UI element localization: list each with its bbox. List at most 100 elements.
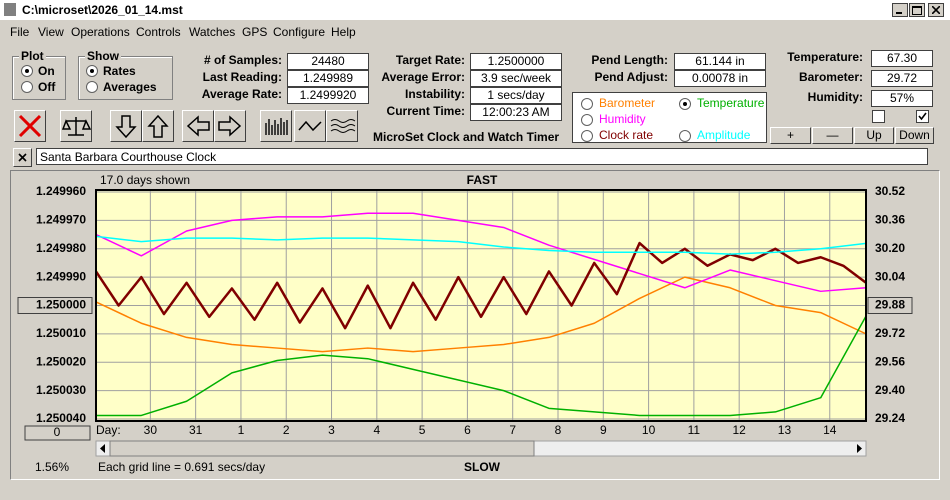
field-value: 12:00:23 AM [470,104,562,121]
field-label: Barometer: [798,70,863,84]
radio-button[interactable] [21,81,33,93]
field-value: 61.144 in [674,53,766,70]
scroll-right-arrow[interactable] [857,444,862,453]
field-value: 67.30 [871,50,933,67]
field-label: Instability: [404,87,465,101]
x-tick-label: 14 [823,423,837,437]
plot-border [95,189,867,422]
close-glyph [932,6,940,14]
legend-radio[interactable] [679,130,691,142]
legend-radio[interactable] [679,98,691,110]
right-button[interactable] [214,110,246,142]
legend-label[interactable]: Amplitude [697,128,751,142]
radio-button[interactable] [21,65,33,77]
x-tick-label: 5 [419,423,426,437]
button[interactable]: Down [895,127,934,144]
wave-button[interactable] [326,110,358,142]
legend-radio[interactable] [581,114,593,126]
y-tick-label: 1.250040 [36,411,86,425]
menu-item[interactable]: Configure [273,25,326,39]
radio-label[interactable]: Averages [103,80,157,94]
title-bar: C:\microset\2026_01_14.mst [0,0,950,20]
bars-button[interactable] [260,110,292,142]
series-line [95,276,867,353]
plot-group: Plot [12,49,66,100]
field-value: 24480 [287,53,369,70]
icon [18,114,42,138]
button[interactable]: — [812,127,853,144]
down-button[interactable] [110,110,142,142]
menu-item[interactable]: File [10,25,30,39]
app-icon [4,3,16,16]
close-button[interactable] [928,3,944,17]
minimize-button[interactable] [892,3,908,17]
checkbox[interactable] [916,110,929,123]
menu-bar: File View Operations Controls Watches GPS Conf… [0,20,950,42]
left-button[interactable] [182,110,214,142]
tick-button[interactable] [17,297,93,314]
menu-item[interactable]: Help [331,25,356,39]
x-tick-label: 3 [328,423,335,437]
y-tick-label: 1.249970 [36,213,86,227]
field-value: 3.9 sec/week [470,70,562,87]
y2-tick-label: 29.24 [875,411,905,425]
icon [18,153,27,162]
radio-label[interactable]: On [38,64,55,78]
legend-label[interactable]: Humidity [599,112,646,126]
app-label: MicroSet Clock and Watch Timer [373,130,560,144]
y-tick-label: 1.250030 [36,383,86,397]
legend-radio[interactable] [581,130,593,142]
y2-tick-label: 29.40 [875,383,905,397]
field-label: Target Rate: [395,53,465,67]
tick-button[interactable] [867,297,913,314]
balance-button[interactable] [60,110,92,142]
field-label: Average Rate: [201,87,282,101]
menu-item[interactable]: Operations [71,25,130,39]
clear-button[interactable] [14,110,46,142]
icon [265,118,288,135]
clock-name-field[interactable]: Santa Barbara Courthouse Clock [36,148,928,165]
menu-item[interactable]: GPS [242,25,268,39]
field-value: 1.249989 [287,70,369,87]
group-title: Plot [19,49,46,63]
menu-item[interactable]: Controls [136,25,181,39]
x-tick-label: 8 [555,423,562,437]
menu-item[interactable]: Watches [189,25,236,39]
button[interactable]: + [770,127,811,144]
x-tick-label: 2 [283,423,290,437]
legend-label[interactable]: Barometer [599,96,656,110]
y2-tick-label: 29.72 [875,326,905,340]
scroll-left-arrow[interactable] [100,444,105,453]
y-tick-label: 1.249990 [36,269,86,283]
field-label: Current Time: [386,104,465,118]
maximize-button[interactable] [909,3,925,17]
x-tick-label: 7 [509,423,516,437]
legend-radio[interactable] [581,98,593,110]
icon [218,115,242,137]
line-button[interactable] [294,110,326,142]
show-group: Show [78,49,173,100]
close-clock-button[interactable] [13,148,32,167]
grid-note: Each grid line = 0.691 secs/day [98,460,265,474]
zero-button[interactable] [24,425,91,441]
legend-label[interactable]: Temperature [697,96,765,110]
icon [115,115,137,139]
button[interactable]: Up [854,127,894,144]
percent-label: 1.56% [35,460,69,474]
up-button[interactable] [142,110,174,142]
radio-button[interactable] [86,65,98,77]
field-label: Pend Length: [591,53,668,67]
x-tick-label: 31 [189,423,203,437]
y-tick-label: 1.250000 [36,298,86,312]
checkbox[interactable] [872,110,885,123]
radio-label[interactable]: Off [38,80,56,94]
fast-label: FAST [467,173,498,187]
menu-item[interactable]: View [38,25,64,39]
day-label: Day: [96,423,121,437]
x-tick-label: 9 [600,423,607,437]
radio-label[interactable]: Rates [103,64,136,78]
legend-label[interactable]: Clock rate [599,128,654,142]
radio-button[interactable] [86,81,98,93]
scrollbar-left-zone[interactable] [109,440,535,457]
